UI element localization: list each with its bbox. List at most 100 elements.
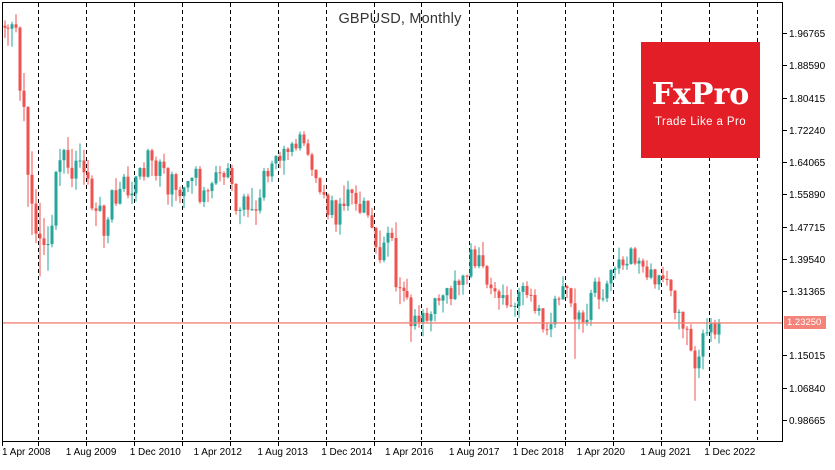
candle-body <box>497 291 501 298</box>
candle-body <box>557 298 561 300</box>
candle-bullish <box>262 167 266 201</box>
candles-series <box>3 14 721 401</box>
candle-body <box>90 178 94 209</box>
candle-bearish <box>234 183 238 215</box>
candle-body <box>537 308 541 311</box>
time-axis-label: 1 Aug 2021 <box>640 447 691 458</box>
candle-body <box>50 225 54 244</box>
candle-body <box>605 283 609 299</box>
candle-bearish <box>669 279 673 297</box>
candle-body <box>433 298 437 314</box>
candle-body <box>334 200 338 225</box>
candle-bullish <box>274 155 278 170</box>
candle-body <box>186 181 190 188</box>
candle-bearish <box>334 199 338 232</box>
candle-body <box>170 174 174 195</box>
candle-bearish <box>26 106 30 207</box>
candle-bullish <box>282 145 286 175</box>
chart-frame <box>2 2 783 442</box>
candle-body <box>270 163 274 177</box>
candle-body <box>378 247 382 261</box>
candle-bullish <box>118 181 122 205</box>
candle-bearish <box>485 265 489 289</box>
candle-body <box>142 168 146 177</box>
candle-body <box>210 183 214 191</box>
candle-body <box>286 148 290 152</box>
candle-body <box>629 248 633 264</box>
candle-body <box>158 161 162 176</box>
candle-bearish <box>665 270 669 286</box>
candle-bearish <box>354 185 358 211</box>
candle-bullish <box>477 247 481 269</box>
candle-bearish <box>394 222 398 292</box>
candle-bullish <box>585 303 589 326</box>
candle-body <box>178 189 182 197</box>
candle-body <box>593 281 597 293</box>
candle-body <box>609 269 613 284</box>
candle-body <box>649 269 653 278</box>
candle-body <box>713 323 717 335</box>
candle-bearish <box>533 289 537 314</box>
candle-bearish <box>378 230 382 264</box>
candle-bearish <box>6 24 10 46</box>
candle-bearish <box>374 227 378 254</box>
candle-body <box>10 24 14 29</box>
candle-bullish <box>186 180 190 193</box>
candle-body <box>633 248 637 264</box>
candle-body <box>3 25 7 28</box>
time-axis-label: 1 Dec 2014 <box>321 447 373 458</box>
candle-body <box>58 160 62 172</box>
candle-body <box>214 172 218 184</box>
time-axis-label: 1 Aug 2009 <box>66 447 117 458</box>
candle-body <box>174 174 178 190</box>
candle-body <box>669 279 673 291</box>
candle-bearish <box>370 208 374 229</box>
candle-bullish <box>58 148 62 186</box>
candle-body <box>701 333 705 357</box>
candle-bullish <box>382 236 386 263</box>
candle-body <box>150 150 154 161</box>
candle-bearish <box>326 193 330 220</box>
time-axis-label: 1 Apr 2008 <box>2 447 51 458</box>
time-axis-label: 1 Apr 2020 <box>577 447 626 458</box>
candle-bullish <box>110 189 114 223</box>
candle-body <box>501 295 505 298</box>
candle-bullish <box>605 280 609 302</box>
candle-bullish <box>701 329 705 370</box>
candle-bearish <box>653 268 657 289</box>
candle-body <box>613 268 617 270</box>
candle-body <box>194 168 198 178</box>
candle-bearish <box>645 260 649 281</box>
candle-bullish <box>629 247 633 265</box>
candle-body <box>74 160 78 179</box>
candle-bullish <box>78 143 82 168</box>
candle-body <box>437 298 441 301</box>
candle-body <box>354 192 358 204</box>
current-price-label: 1.23250 <box>784 316 826 329</box>
candle-body <box>198 168 202 202</box>
candle-bullish <box>429 311 433 332</box>
candle-bearish <box>150 148 154 176</box>
candle-bullish <box>158 159 162 187</box>
candle-bearish <box>505 286 509 309</box>
candle-bullish <box>46 226 50 271</box>
candle-body <box>110 190 114 220</box>
candle-bearish <box>102 204 106 248</box>
price-axis-label: 1.96765 <box>789 29 826 40</box>
candle-bearish <box>641 258 645 273</box>
candle-body <box>94 208 98 211</box>
candle-body <box>409 297 413 327</box>
candle-bearish <box>489 277 493 295</box>
candle-bearish <box>545 323 549 336</box>
candle-bullish <box>593 277 597 297</box>
candle-bullish <box>122 173 126 192</box>
fxpro-logo-tagline: Trade Like a Pro <box>655 116 746 128</box>
candle-body <box>26 107 30 175</box>
candle-body <box>234 184 238 211</box>
candle-body <box>298 134 302 149</box>
candle-bearish <box>597 277 601 310</box>
price-axis-label: 1.06840 <box>789 384 826 395</box>
candle-bullish <box>433 297 437 322</box>
